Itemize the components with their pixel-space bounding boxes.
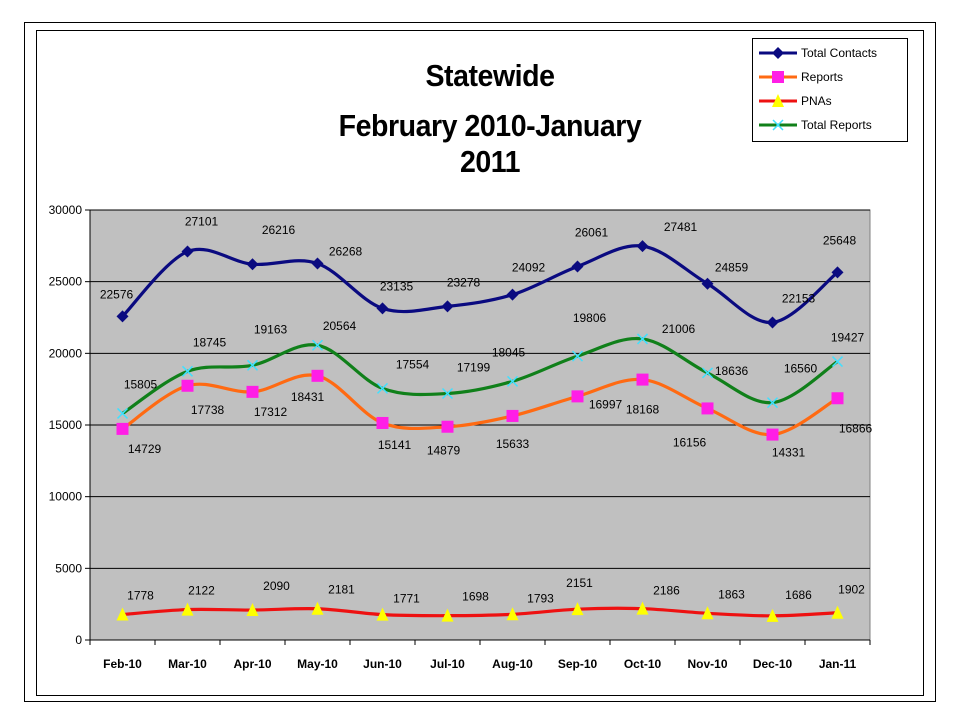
legend-label-pnas: PNAs [801, 94, 832, 108]
legend-marker-total-reports [772, 119, 784, 131]
legend-label-total-contacts: Total Contacts [801, 46, 877, 60]
legend-label-total-reports: Total Reports [801, 118, 872, 132]
chart-legend: Total Contacts Reports PNAs Total Reports [752, 38, 908, 142]
chart-title-line-1: Statewide [425, 58, 555, 93]
legend-marker-pnas [772, 94, 784, 107]
chart-area-border [36, 30, 924, 696]
legend-label-reports: Reports [801, 70, 843, 84]
chart-title-line-2: February 2010-January 2011 [338, 108, 642, 179]
legend-marker-total-contacts [772, 47, 784, 59]
slide-outer-border [24, 22, 936, 702]
x-marker-stroke [772, 119, 784, 131]
legend-marker-reports [772, 71, 784, 83]
